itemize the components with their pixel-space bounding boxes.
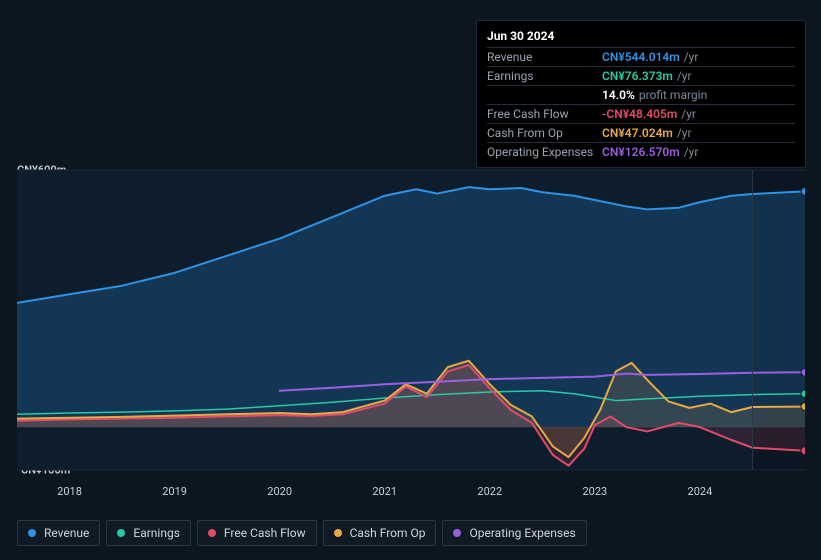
tooltip-label: Earnings	[487, 69, 602, 83]
x-axis-tick-label: 2020	[267, 485, 292, 498]
tooltip-label: Cash From Op	[487, 126, 602, 140]
tooltip-value: CN¥47.024m	[602, 126, 673, 140]
tooltip-label: Operating Expenses	[487, 145, 602, 159]
legend-label: Free Cash Flow	[224, 526, 306, 540]
tooltip-suffix: /yr	[677, 69, 692, 83]
tooltip-value: CN¥76.373m	[602, 69, 673, 83]
legend-dot-icon	[117, 529, 125, 537]
tooltip-row: EarningsCN¥76.373m/yr	[487, 66, 795, 85]
legend-dot-icon	[334, 529, 342, 537]
tooltip-suffix: profit margin	[639, 88, 707, 102]
tooltip-value: -CN¥48.405m	[602, 107, 677, 121]
legend-item[interactable]: Earnings	[106, 520, 191, 546]
tooltip-value: 14.0%	[602, 88, 635, 102]
x-axis-tick-label: 2018	[57, 485, 82, 498]
tooltip-row: Free Cash Flow-CN¥48.405m/yr	[487, 104, 795, 123]
x-axis-labels: 2018 2019 2020 2021 2022 2023 2024	[17, 485, 805, 505]
tooltip-label: Free Cash Flow	[487, 107, 602, 121]
legend-dot-icon	[208, 529, 216, 537]
tooltip-suffix: /yr	[681, 107, 696, 121]
x-axis-tick-label: 2024	[688, 485, 713, 498]
legend-label: Earnings	[133, 526, 180, 540]
tooltip-row: Cash From OpCN¥47.024m/yr	[487, 123, 795, 142]
legend-dot-icon	[28, 529, 36, 537]
chart-legend: Revenue Earnings Free Cash Flow Cash From O…	[17, 520, 587, 546]
legend-label: Operating Expenses	[469, 526, 575, 540]
hover-tooltip: Jun 30 2024 RevenueCN¥544.014m/yrEarning…	[476, 20, 806, 168]
tooltip-date: Jun 30 2024	[487, 29, 795, 43]
tooltip-label: Revenue	[487, 50, 602, 64]
tooltip-rows: RevenueCN¥544.014m/yrEarningsCN¥76.373m/…	[487, 47, 795, 161]
chart-plot-area[interactable]	[17, 160, 805, 480]
legend-dot-icon	[453, 529, 461, 537]
legend-label: Revenue	[44, 526, 89, 540]
tooltip-suffix: /yr	[684, 50, 699, 64]
x-axis-tick-label: 2022	[477, 485, 502, 498]
x-axis-tick-label: 2023	[582, 485, 607, 498]
tooltip-row: Operating ExpensesCN¥126.570m/yr	[487, 142, 795, 161]
tooltip-row: RevenueCN¥544.014m/yr	[487, 47, 795, 66]
tooltip-value: CN¥126.570m	[602, 145, 680, 159]
legend-item[interactable]: Cash From Op	[323, 520, 437, 546]
legend-label: Cash From Op	[350, 526, 426, 540]
chart-svg	[17, 160, 805, 480]
tooltip-suffix: /yr	[684, 145, 699, 159]
tooltip-suffix: /yr	[677, 126, 692, 140]
tooltip-value: CN¥544.014m	[602, 50, 680, 64]
legend-item[interactable]: Operating Expenses	[442, 520, 586, 546]
legend-item[interactable]: Revenue	[17, 520, 100, 546]
x-axis-tick-label: 2019	[162, 485, 187, 498]
tooltip-row: 14.0% profit margin	[487, 85, 795, 104]
chart-container: Jun 30 2024 RevenueCN¥544.014m/yrEarning…	[0, 0, 821, 560]
x-axis-tick-label: 2021	[372, 485, 397, 498]
legend-item[interactable]: Free Cash Flow	[197, 520, 317, 546]
